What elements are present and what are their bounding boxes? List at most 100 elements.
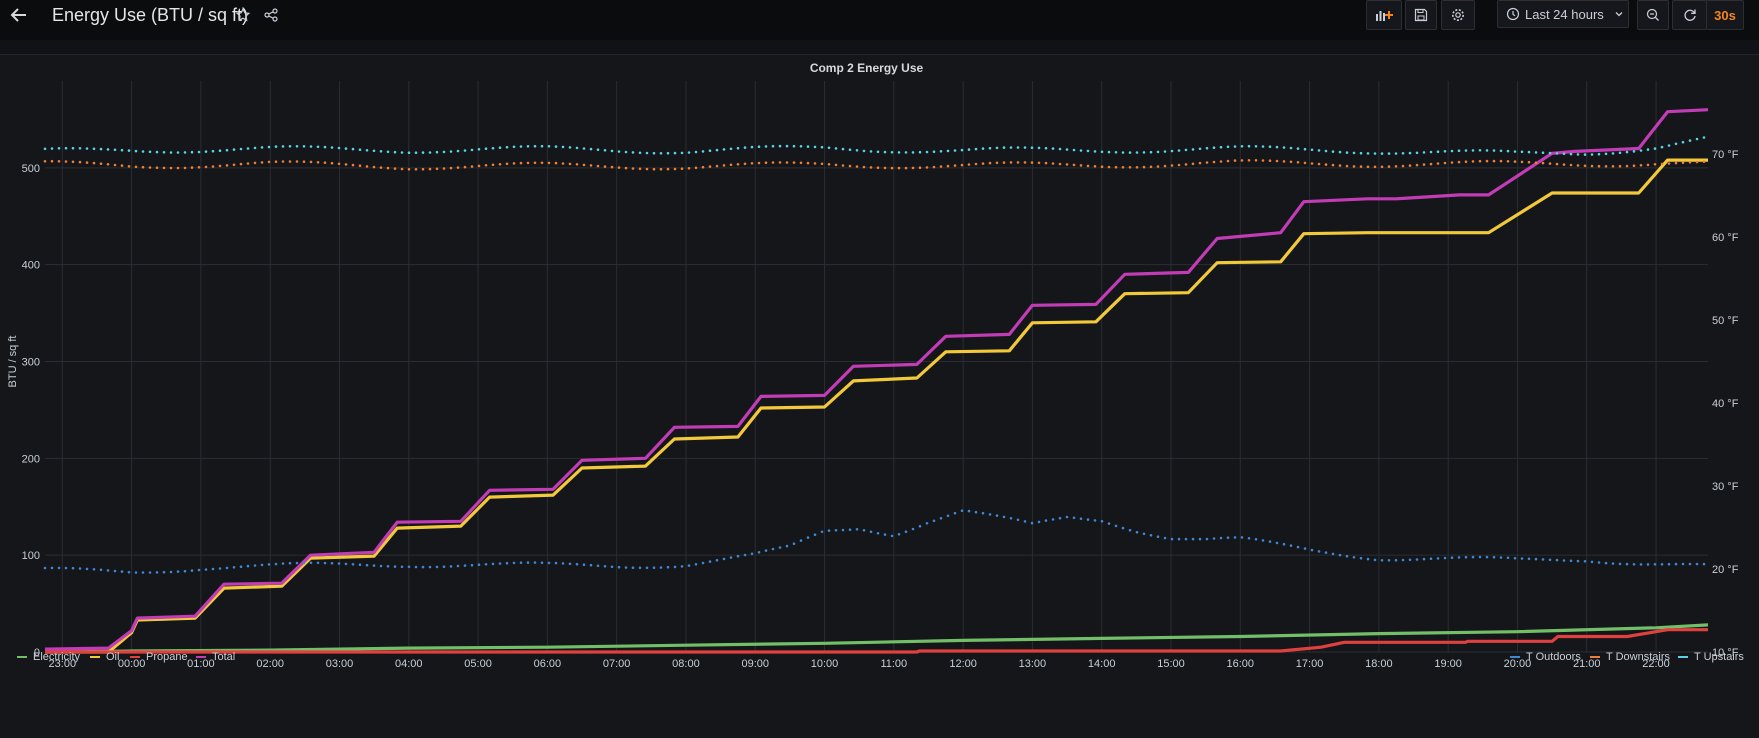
series-point-t-outdoors: [372, 564, 376, 567]
time-picker-button[interactable]: Last 24 hours: [1497, 0, 1629, 28]
series-point-t-outdoors: [862, 529, 866, 532]
series-point-t-downstairs: [722, 164, 726, 167]
series-point-t-upstairs: [1548, 151, 1552, 155]
series-point-t-upstairs: [99, 147, 103, 151]
series-point-t-upstairs: [701, 150, 705, 153]
series-point-t-downstairs: [729, 163, 733, 167]
legend-item-total[interactable]: Total: [196, 651, 235, 663]
series-point-t-upstairs: [393, 150, 397, 154]
series-point-t-upstairs: [1639, 149, 1643, 152]
series-point-t-outdoors: [1289, 544, 1293, 547]
back-button[interactable]: [8, 4, 30, 26]
series-point-t-outdoors: [1107, 522, 1111, 525]
legend-label: T Outdoors: [1526, 651, 1581, 663]
series-point-t-outdoors: [288, 561, 292, 565]
legend-swatch: [130, 656, 140, 658]
series-point-t-upstairs: [225, 148, 229, 152]
series-point-t-upstairs: [743, 146, 747, 149]
series-point-t-upstairs: [183, 151, 187, 154]
series-point-t-upstairs: [50, 147, 54, 150]
series-point-t-downstairs: [1653, 163, 1657, 166]
series-point-t-upstairs: [526, 145, 530, 148]
series-point-t-outdoors: [1310, 548, 1314, 552]
series-point-t-outdoors: [1541, 558, 1545, 561]
series-point-t-downstairs: [246, 162, 250, 165]
series-point-t-downstairs: [323, 161, 327, 164]
series-point-t-downstairs: [71, 160, 75, 164]
series-point-t-outdoors: [148, 571, 152, 574]
series-point-t-outdoors: [176, 570, 180, 573]
legend-item-oil[interactable]: Oil: [90, 651, 119, 663]
series-point-t-outdoors: [85, 567, 89, 571]
series-point-t-upstairs: [1625, 150, 1629, 154]
series-point-t-downstairs: [1541, 161, 1545, 165]
series-point-t-upstairs: [1583, 153, 1587, 156]
series-point-t-upstairs: [1177, 149, 1181, 152]
series-point-t-upstairs: [1373, 152, 1377, 155]
series-point-t-outdoors: [337, 562, 341, 565]
series-point-t-outdoors: [715, 558, 719, 562]
series-point-t-downstairs: [820, 162, 824, 166]
series-point-t-upstairs: [1317, 149, 1321, 152]
series-point-t-upstairs: [806, 145, 810, 148]
series-point-t-outdoors: [1275, 541, 1279, 545]
legend-item-propane[interactable]: Propane: [130, 651, 188, 663]
legend-item-electricity[interactable]: Electricity: [17, 651, 80, 663]
series-point-t-downstairs: [50, 159, 54, 163]
series-point-t-outdoors: [582, 563, 586, 566]
series-point-t-upstairs: [799, 145, 803, 148]
series-point-t-outdoors: [1051, 518, 1055, 521]
dashboard-title[interactable]: Energy Use (BTU / sq ft): [52, 5, 249, 25]
share-icon: [264, 8, 278, 22]
series-point-t-outdoors: [799, 539, 803, 542]
legend-item-t-upstairs[interactable]: T Upstairs: [1678, 651, 1744, 663]
zoom-out-button[interactable]: [1637, 0, 1669, 30]
series-point-t-outdoors: [897, 533, 901, 536]
series-point-t-downstairs: [841, 164, 845, 167]
series-point-t-upstairs: [1569, 152, 1573, 156]
series-point-t-outdoors: [1338, 553, 1342, 557]
series-point-t-upstairs: [785, 144, 789, 148]
series-point-t-downstairs: [1604, 165, 1608, 168]
series-point-t-outdoors: [1219, 536, 1223, 540]
series-point-t-downstairs: [393, 167, 397, 170]
series-point-t-outdoors: [1688, 562, 1692, 566]
star-button[interactable]: [234, 6, 252, 24]
refresh-interval-picker[interactable]: 30s: [1706, 0, 1744, 30]
series-point-t-downstairs: [1464, 160, 1468, 163]
series-point-t-upstairs: [1107, 150, 1111, 154]
series-point-t-outdoors: [939, 517, 943, 520]
series-point-t-downstairs: [1009, 161, 1013, 164]
panel-title[interactable]: Comp 2 Energy Use: [809, 61, 924, 75]
save-dashboard-button[interactable]: [1405, 0, 1437, 30]
refresh-button[interactable]: [1672, 0, 1707, 30]
series-point-t-downstairs: [1142, 165, 1146, 169]
legend-swatch: [196, 656, 206, 658]
series-point-t-downstairs: [673, 167, 677, 171]
add-panel-button[interactable]: [1366, 0, 1402, 30]
series-point-t-outdoors: [239, 565, 243, 568]
share-button[interactable]: [262, 6, 280, 24]
series-point-t-upstairs: [1422, 151, 1426, 154]
dashboard-navbar: Energy Use (BTU / sq ft): [0, 0, 1759, 40]
series-point-t-outdoors: [1408, 558, 1412, 562]
series-point-t-downstairs: [974, 162, 978, 166]
series-point-t-downstairs: [351, 163, 355, 167]
series-point-t-downstairs: [218, 164, 222, 168]
settings-button[interactable]: [1441, 0, 1475, 30]
energy-chart[interactable]: 010020030040050060010 °F20 °F30 °F40 °F5…: [0, 81, 1759, 701]
series-point-t-outdoors: [813, 533, 817, 536]
series-point-t-outdoors: [1226, 536, 1230, 539]
series-point-t-upstairs: [1527, 150, 1531, 154]
series-point-t-upstairs: [218, 149, 222, 152]
x-tick-label: 17:00: [1296, 658, 1324, 670]
series-point-t-downstairs: [1674, 161, 1678, 165]
legend-item-t-outdoors[interactable]: T Outdoors: [1510, 651, 1581, 663]
series-point-t-downstairs: [43, 160, 47, 163]
series-point-t-outdoors: [442, 565, 446, 568]
series-point-t-upstairs: [1254, 145, 1258, 148]
series-point-t-downstairs: [1695, 160, 1699, 164]
legend-item-t-downstairs[interactable]: T Downstairs: [1590, 651, 1670, 663]
series-point-t-downstairs: [211, 165, 215, 168]
x-tick-label: 01:00: [187, 658, 215, 670]
